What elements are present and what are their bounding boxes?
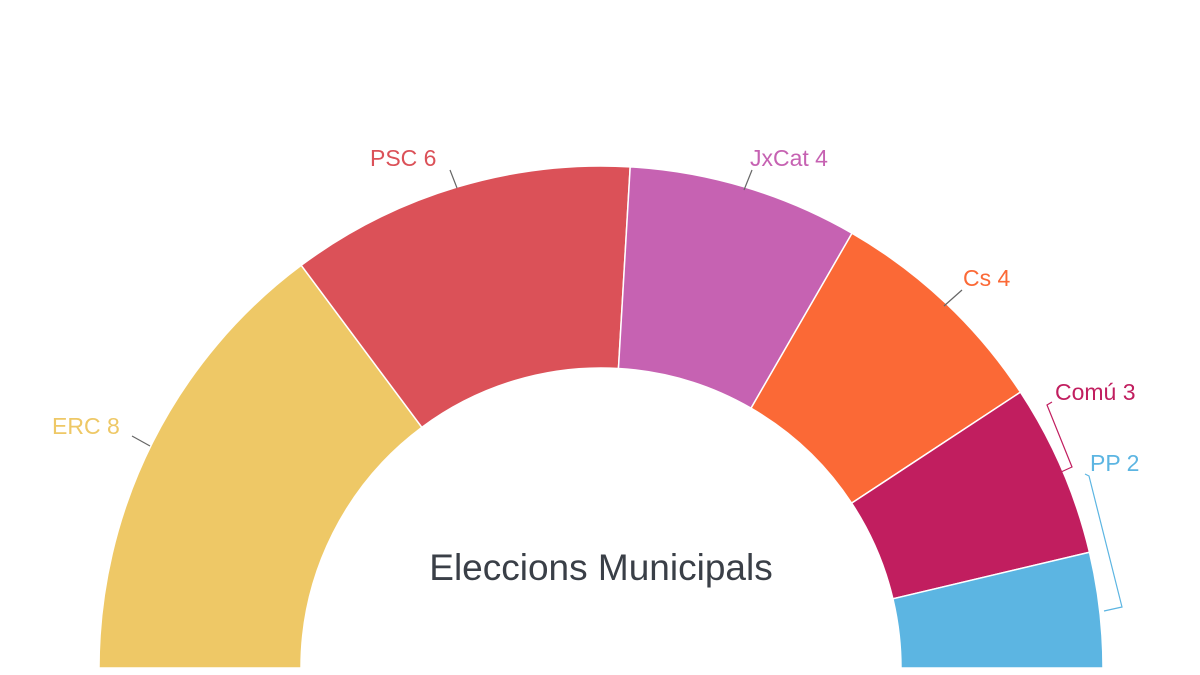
chart-title: Eleccions Municipals <box>429 547 772 588</box>
seat-label-cs: Cs 4 <box>963 265 1011 291</box>
label-leader-line <box>943 289 963 307</box>
seat-arcs <box>98 165 1104 669</box>
seat-arc-pp <box>892 551 1104 669</box>
seat-arc-erc <box>98 264 423 669</box>
label-leader-line <box>449 169 458 189</box>
seat-label-psc: PSC 6 <box>370 145 436 171</box>
label-leader-line <box>1084 473 1123 612</box>
label-leader-line <box>131 435 151 447</box>
seat-label-pp: PP 2 <box>1090 450 1139 476</box>
label-leader-line <box>1046 401 1073 473</box>
seat-label-jxcat: JxCat 4 <box>750 145 828 171</box>
label-leader-line <box>743 169 753 191</box>
seat-label-erc: ERC 8 <box>52 413 120 439</box>
seat-label-comú: Comú 3 <box>1055 379 1136 405</box>
seat-labels: ERC 8 PSC 6 JxCat 4 Cs 4 Comú 3 PP 2 <box>52 145 1139 612</box>
